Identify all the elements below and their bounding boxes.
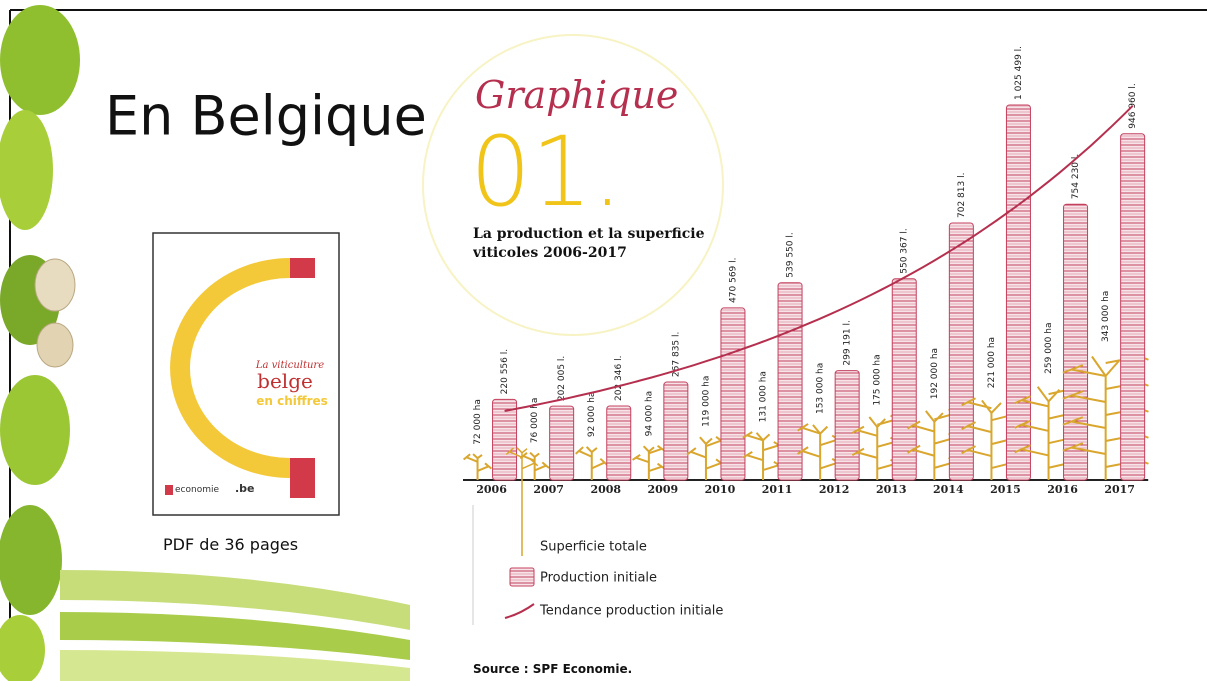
value-label: 175 000 ha: [873, 354, 883, 405]
x-tick-label: 2012: [819, 483, 850, 496]
x-tick-label: 2009: [648, 483, 679, 496]
legend-label: Superficie totale: [540, 540, 647, 555]
cover-line2: belge: [257, 369, 313, 393]
bar: [607, 406, 631, 480]
caption: PDF de 36 pages: [163, 535, 298, 554]
vine: [576, 447, 608, 480]
value-label: 202 346 l.: [614, 356, 624, 401]
value-label: 343 000 ha: [1101, 291, 1111, 342]
chart-title: Graphique: [475, 73, 678, 117]
vine: [633, 446, 666, 480]
bar: [949, 223, 973, 480]
value-label: 221 000 ha: [987, 337, 997, 388]
value-label: 539 550 l.: [786, 232, 796, 277]
value-label: 299 191 l.: [843, 320, 853, 365]
legend-label: Production initiale: [540, 571, 657, 586]
stripes: [60, 570, 410, 681]
value-label: 550 367 l.: [900, 228, 910, 273]
vine: [464, 454, 492, 480]
value-label: 72 000 ha: [473, 399, 483, 445]
value-label: 702 813 l.: [957, 173, 967, 218]
legend-swatch: [510, 568, 534, 586]
x-tick-label: 2006: [476, 483, 507, 496]
slide-title: En Belgique: [105, 85, 427, 148]
x-tick-label: 2011: [762, 483, 793, 496]
cover-brand: economie: [175, 485, 219, 495]
value-label: 202 005 l.: [557, 356, 567, 401]
bar: [664, 382, 688, 480]
value-label: 94 000 ha: [644, 391, 654, 437]
value-label: 259 000 ha: [1044, 323, 1054, 374]
slide: En Belgique La viticulture belge en chif…: [0, 0, 1207, 681]
legend-label: Tendance production initiale: [539, 604, 723, 619]
value-label: 92 000 ha: [587, 392, 597, 438]
legend-swatch: [505, 604, 534, 618]
bar: [721, 308, 745, 480]
value-label: 946 960 l.: [1128, 83, 1138, 128]
vine: [743, 432, 783, 480]
x-tick-label: 2008: [590, 483, 621, 496]
vine: [687, 437, 725, 480]
value-label: 119 000 ha: [701, 376, 711, 427]
x-tick-label: 2015: [990, 483, 1021, 496]
bar: [493, 399, 517, 480]
value-label: 1 025 499 l.: [1014, 46, 1024, 100]
x-tick-label: 2007: [533, 483, 564, 496]
bar: [1006, 105, 1030, 480]
cover-domain: .be: [235, 482, 255, 495]
subtitle-box: La production et la superficie viticoles…: [473, 225, 713, 275]
cover-line3: en chiffres: [256, 394, 328, 408]
value-label: 192 000 ha: [930, 348, 940, 399]
x-tick-label: 2013: [876, 483, 907, 496]
bar: [835, 371, 859, 480]
x-tick-label: 2014: [933, 483, 964, 496]
chart-number: 01.: [470, 116, 623, 228]
value-label: 220 556 l.: [500, 349, 510, 394]
chart-subtitle: La production et la superficie viticoles…: [473, 225, 713, 263]
bar: [1121, 134, 1145, 480]
x-tick-label: 2017: [1104, 483, 1135, 496]
x-tick-label: 2016: [1047, 483, 1078, 496]
source: Source : SPF Economie.: [473, 662, 632, 676]
x-tick-label: 2010: [705, 483, 736, 496]
value-label: 131 000 ha: [759, 371, 769, 422]
bar: [550, 406, 574, 480]
value-label: 153 000 ha: [816, 363, 826, 414]
value-label: 470 569 l.: [728, 257, 738, 302]
vine: [520, 453, 549, 480]
bar: [1064, 204, 1088, 480]
cover: La viticulture belge en chiffres economi…: [153, 233, 339, 515]
bar: [778, 283, 802, 480]
